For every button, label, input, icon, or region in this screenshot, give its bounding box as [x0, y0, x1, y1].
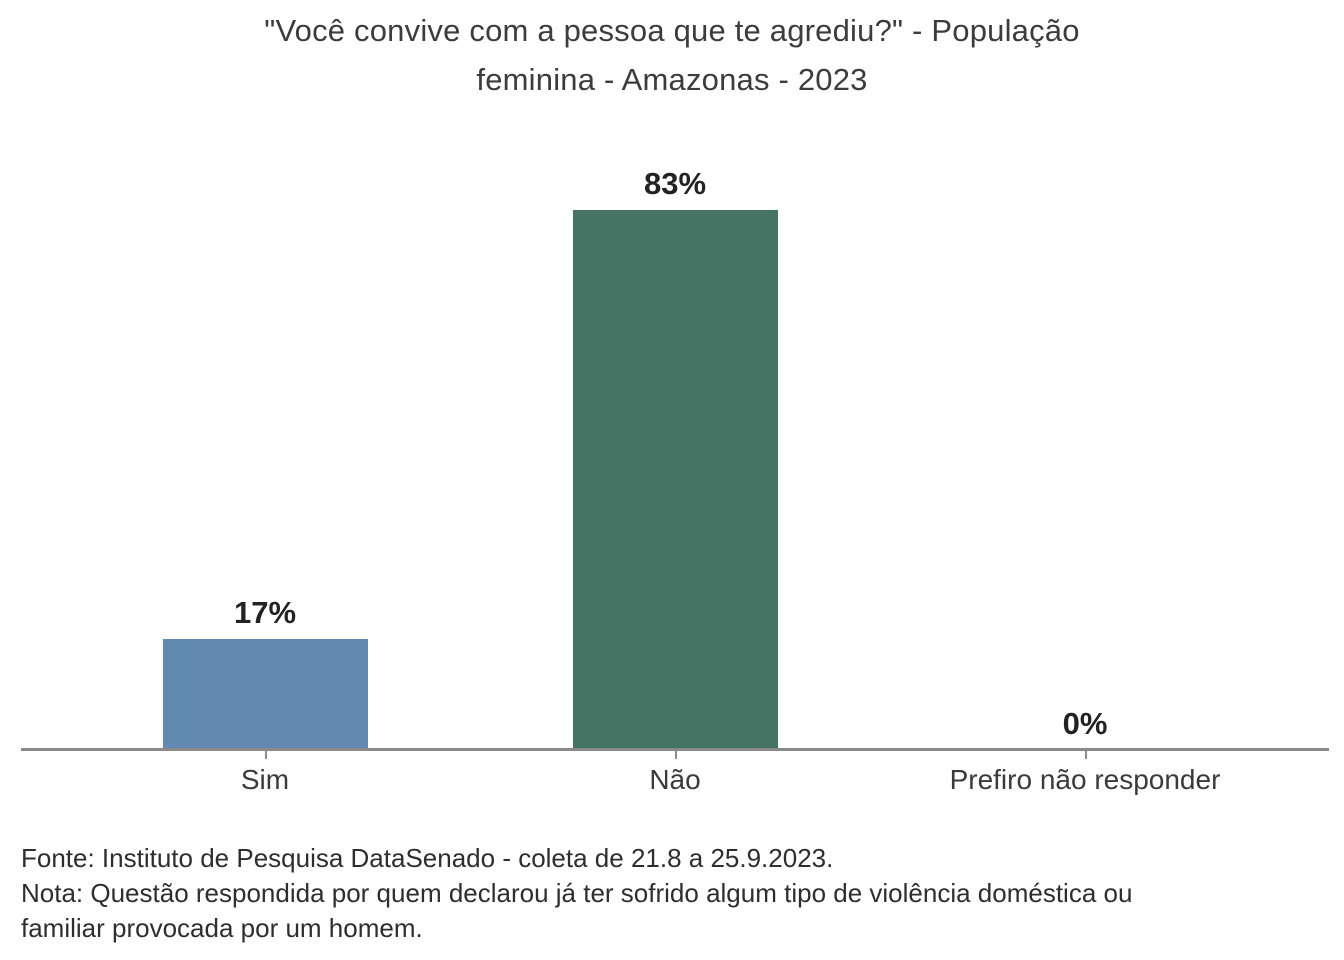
methodology-note: Nota: Questão respondida por quem declar… — [21, 878, 1133, 943]
axis-tick — [675, 751, 677, 759]
x-axis-line — [21, 748, 1329, 751]
bar-column-sim: 17% — [60, 0, 470, 759]
bar-value-label: 83% — [643, 166, 707, 201]
x-axis-label-sim: Sim — [240, 764, 290, 795]
x-axis-label-nao: Não — [649, 764, 701, 795]
axis-tick — [265, 751, 267, 759]
bar-column-prefiro-nao-responder: 0% — [880, 0, 1290, 759]
bar-value-label: 17% — [233, 595, 297, 630]
bar-value-label: 0% — [1062, 706, 1108, 741]
source-note: Fonte: Instituto de Pesquisa DataSenado … — [21, 843, 834, 873]
chart-footer: Fonte: Instituto de Pesquisa DataSenado … — [21, 841, 1181, 946]
bar-sim — [162, 639, 368, 750]
bar-nao — [572, 210, 778, 750]
bar-column-nao: 83% — [470, 0, 880, 759]
plot-area: 17% 83% 0% — [60, 0, 1290, 759]
chart-title-line-1: "Você convive com a pessoa que te agredi… — [264, 13, 1080, 48]
x-axis-label-prefiro-nao-responder: Prefiro não responder — [949, 764, 1221, 795]
axis-tick — [1085, 751, 1087, 759]
x-axis-labels: Sim Não Prefiro não responder — [60, 760, 1290, 800]
chart-title-line-2: feminina - Amazonas - 2023 — [476, 62, 868, 97]
chart-title: "Você convive com a pessoa que te agredi… — [122, 6, 1222, 104]
